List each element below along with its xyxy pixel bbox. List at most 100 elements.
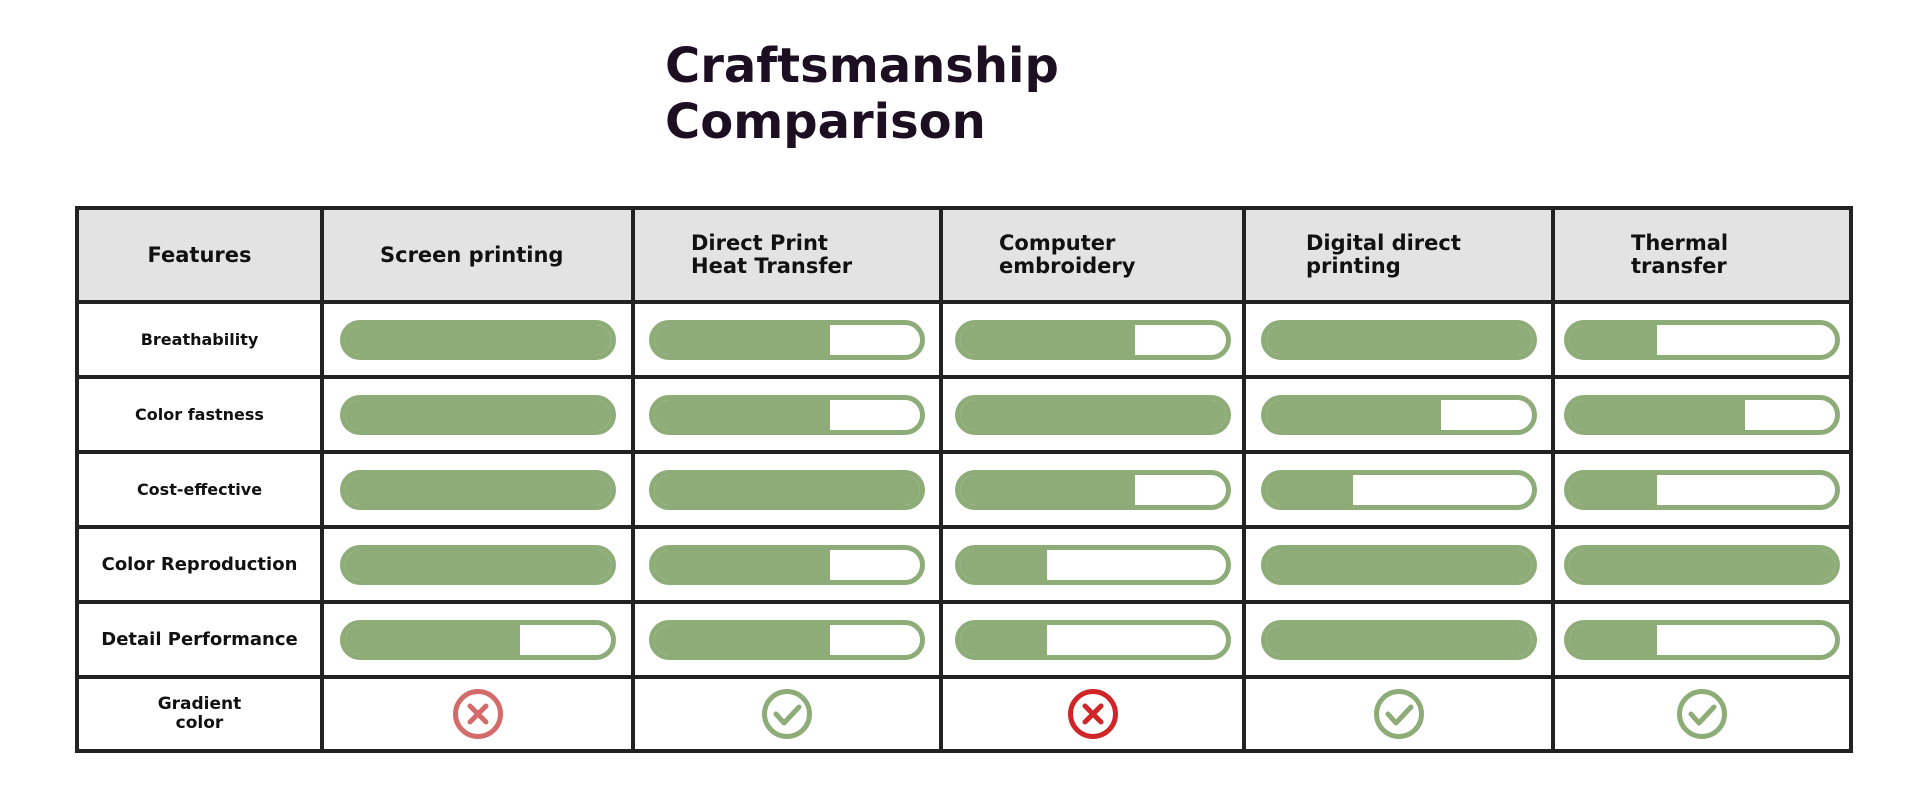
rating-cell: [1551, 525, 1853, 604]
rating-cell: [631, 375, 943, 454]
rating-cell: [939, 600, 1246, 679]
rating-cell: [1242, 300, 1555, 379]
rating-bar-fill: [1265, 549, 1532, 580]
method-header-label: Screen printing: [380, 242, 564, 267]
rating-bar-fill: [1569, 474, 1657, 505]
rating-bar: [954, 394, 1231, 435]
feature-label: Breathability: [140, 330, 259, 349]
rating-cell: [1551, 375, 1853, 454]
rating-bar: [1260, 619, 1537, 660]
rating-bar-fill: [1265, 399, 1442, 430]
rating-bar: [1260, 469, 1537, 510]
rating-bar: [339, 619, 616, 660]
rating-bar-fill: [1265, 474, 1354, 505]
rating-bar: [954, 469, 1231, 510]
rating-cell: [320, 300, 635, 379]
rating-cell: [320, 525, 635, 604]
rating-bar-fill: [959, 474, 1136, 505]
rating-bar: [1564, 394, 1840, 435]
method-header-digital-direct-printing: Digital direct printing: [1242, 206, 1555, 304]
rating-bar-fill: [1569, 399, 1745, 430]
rating-cell: [939, 450, 1246, 529]
method-header-label: Digital direct printing: [1306, 231, 1461, 278]
check-circle-icon-graphic: [1677, 689, 1727, 739]
rating-bar-fill: [654, 549, 830, 580]
rating-cell: [939, 525, 1246, 604]
rating-bar-fill: [344, 399, 611, 430]
rating-cell: [1551, 300, 1853, 379]
rating-bar: [649, 394, 925, 435]
rating-bar: [1564, 619, 1840, 660]
rating-cell: [631, 450, 943, 529]
feature-label: Cost-effective: [136, 480, 263, 499]
rating-bar-fill: [654, 624, 830, 655]
gradient-mark-cell: [939, 675, 1246, 753]
feature-label: Color fastness: [135, 405, 264, 424]
rating-bar: [339, 544, 616, 585]
page-title-line-2: Comparison: [665, 94, 986, 150]
rating-cell: [1242, 375, 1555, 454]
method-header-screen-printing: Screen printing: [320, 206, 635, 304]
cross-circle-icon-graphic: [1067, 689, 1118, 739]
features-header-label: Features: [147, 242, 252, 267]
rating-bar: [954, 544, 1231, 585]
rating-bar: [1260, 544, 1537, 585]
rating-bar-fill: [1569, 549, 1835, 580]
rating-bar-fill: [344, 549, 611, 580]
feature-label: Gradient color: [157, 694, 242, 733]
check-circle-icon: [1675, 687, 1729, 741]
rating-bar: [649, 619, 925, 660]
method-header-thermal-transfer: Thermal transfer: [1551, 206, 1853, 304]
method-header-label: Computer embroidery: [999, 231, 1136, 278]
feature-cell: Breathability: [75, 300, 324, 379]
rating-bar-fill: [344, 474, 611, 505]
rating-bar-fill: [654, 324, 830, 355]
rating-bar-fill: [959, 399, 1226, 430]
rating-cell: [631, 300, 943, 379]
feature-row-cost-effective: Cost-effective: [75, 450, 1853, 529]
feature-row-breathability: Breathability: [75, 300, 1853, 379]
rating-bar: [1564, 319, 1840, 360]
rating-bar-fill: [959, 624, 1048, 655]
rating-cell: [939, 300, 1246, 379]
feature-row-detail-performance: Detail Performance: [75, 600, 1853, 679]
rating-bar-fill: [344, 624, 521, 655]
cross-circle-icon: [1066, 687, 1120, 741]
rating-bar-fill: [959, 549, 1048, 580]
rating-bar: [649, 544, 925, 585]
cross-circle-icon-graphic: [452, 689, 503, 739]
gradient-mark-cell: [1551, 675, 1853, 753]
check-circle-icon: [1372, 687, 1426, 741]
rating-cell: [320, 600, 635, 679]
check-circle-icon-graphic: [1373, 689, 1424, 739]
rating-bar: [649, 319, 925, 360]
rating-bar: [1260, 319, 1537, 360]
check-circle-icon: [760, 687, 814, 741]
method-header-label: Thermal transfer: [1631, 231, 1729, 278]
page-title-line-1: Craftsmanship: [665, 38, 1059, 94]
rating-cell: [939, 375, 1246, 454]
feature-cell: Color fastness: [75, 375, 324, 454]
rating-bar-fill: [1265, 324, 1532, 355]
rating-cell: [320, 450, 635, 529]
feature-cell: Detail Performance: [75, 600, 324, 679]
method-header-computer-embroidery: Computer embroidery: [939, 206, 1246, 304]
page-title: Craftsmanship Comparison: [665, 38, 1285, 150]
gradient-mark-cell: [1242, 675, 1555, 753]
rating-cell: [1242, 450, 1555, 529]
rating-cell: [631, 600, 943, 679]
rating-bar: [1564, 469, 1840, 510]
rating-bar-fill: [1569, 624, 1657, 655]
features-column-header: Features: [75, 206, 324, 304]
header-row: Features Screen printing Direct Print He…: [75, 206, 1853, 304]
method-header-label: Direct Print Heat Transfer: [691, 231, 853, 278]
gradient-mark-cell: [320, 675, 635, 753]
rating-cell: [1242, 600, 1555, 679]
rating-bar: [339, 319, 616, 360]
method-header-direct-print-heat-transfer: Direct Print Heat Transfer: [631, 206, 943, 304]
feature-label: Color Reproduction: [101, 554, 298, 575]
rating-cell: [631, 525, 943, 604]
rating-bar: [649, 469, 925, 510]
check-circle-icon-graphic: [762, 689, 812, 739]
rating-cell: [320, 375, 635, 454]
